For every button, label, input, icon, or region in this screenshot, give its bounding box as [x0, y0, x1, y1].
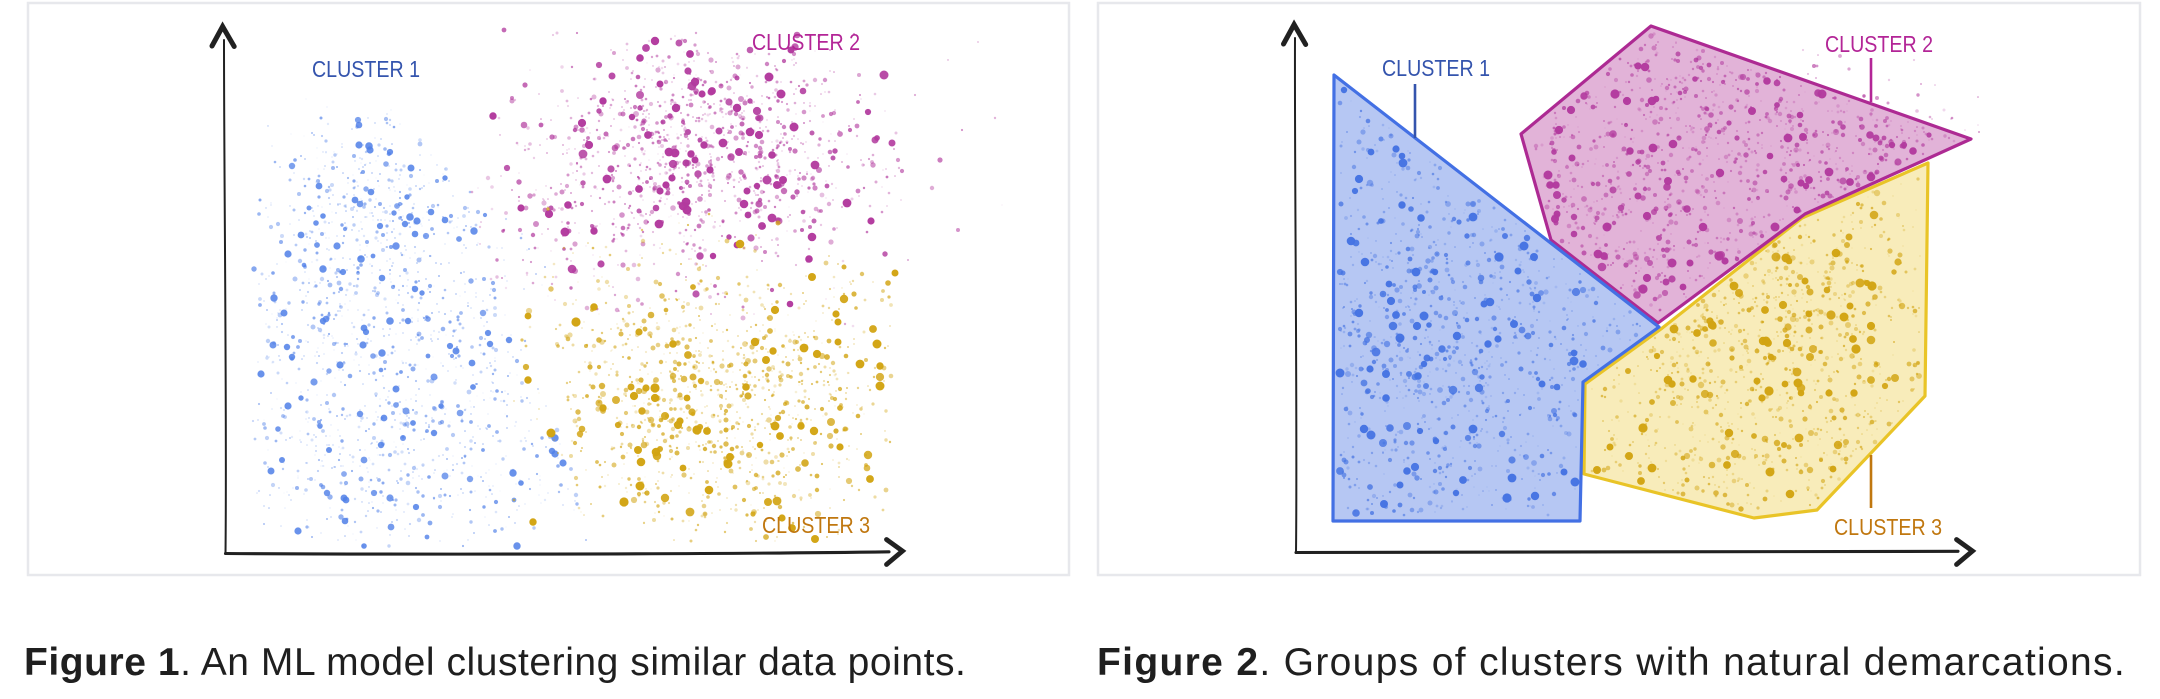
- svg-text:CLUSTER 3: CLUSTER 3: [762, 512, 870, 538]
- svg-text:CLUSTER 2: CLUSTER 2: [752, 29, 860, 55]
- svg-text:CLUSTER 1: CLUSTER 1: [312, 56, 420, 82]
